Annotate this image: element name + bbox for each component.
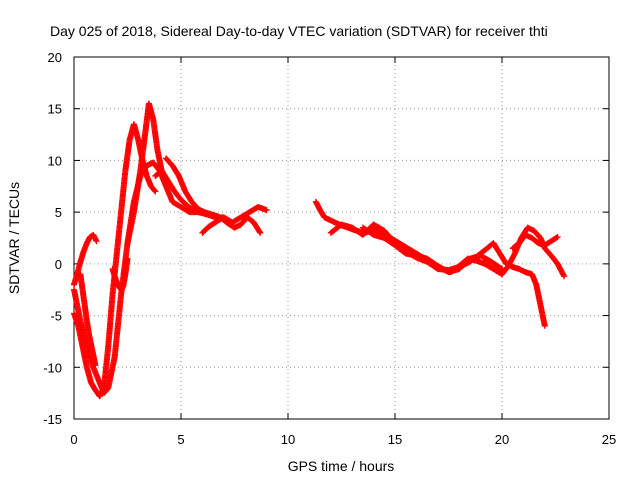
data-point	[92, 362, 99, 369]
data-point	[497, 265, 504, 272]
data-point	[541, 322, 548, 329]
data-point	[257, 229, 264, 236]
series-segment-13	[509, 231, 561, 252]
x-tick-label: 25	[602, 432, 616, 447]
data-point	[93, 238, 100, 245]
y-axis-label: SDTVAR / TECUs	[6, 182, 22, 294]
y-tick-label: -10	[43, 360, 62, 375]
x-tick-label: 5	[177, 432, 184, 447]
x-tick-label: 20	[495, 432, 509, 447]
y-tick-label: 5	[55, 205, 62, 220]
data-point	[553, 234, 560, 241]
data-point	[151, 187, 158, 194]
y-tick-label: -5	[50, 309, 62, 324]
y-tick-label: 20	[48, 50, 62, 65]
data-point	[152, 188, 159, 195]
y-tick-label: 0	[55, 257, 62, 272]
x-axis-ticks: 0 5 10 15 20 25	[70, 57, 616, 447]
y-tick-label: -15	[43, 412, 62, 427]
x-tick-label: 15	[388, 432, 402, 447]
data-point	[263, 207, 270, 214]
data-point	[124, 255, 131, 262]
series-segment-5	[109, 255, 131, 293]
plot-frame	[73, 56, 610, 420]
y-tick-label: 15	[48, 102, 62, 117]
data-point	[203, 211, 210, 218]
series-segment-12	[359, 224, 505, 276]
series-segment-6	[124, 100, 170, 247]
data-point	[499, 266, 505, 273]
data-point	[554, 233, 561, 240]
series-segment-7	[163, 155, 227, 223]
series-segment-9	[199, 214, 264, 236]
series-segment-4	[77, 271, 99, 369]
x-tick-label: 0	[70, 432, 77, 447]
x-axis-label: GPS time / hours	[288, 458, 395, 474]
series-segment-8	[152, 167, 210, 218]
y-tick-label: 10	[48, 153, 62, 168]
chart-title: Day 025 of 2018, Sidereal Day-to-day VTE…	[50, 23, 548, 39]
data-point	[561, 273, 568, 280]
x-tick-label: 10	[281, 432, 295, 447]
data-points	[71, 100, 568, 400]
y-axis-ticks: -15 -10 -5 0 5 10 15 20	[43, 50, 609, 427]
